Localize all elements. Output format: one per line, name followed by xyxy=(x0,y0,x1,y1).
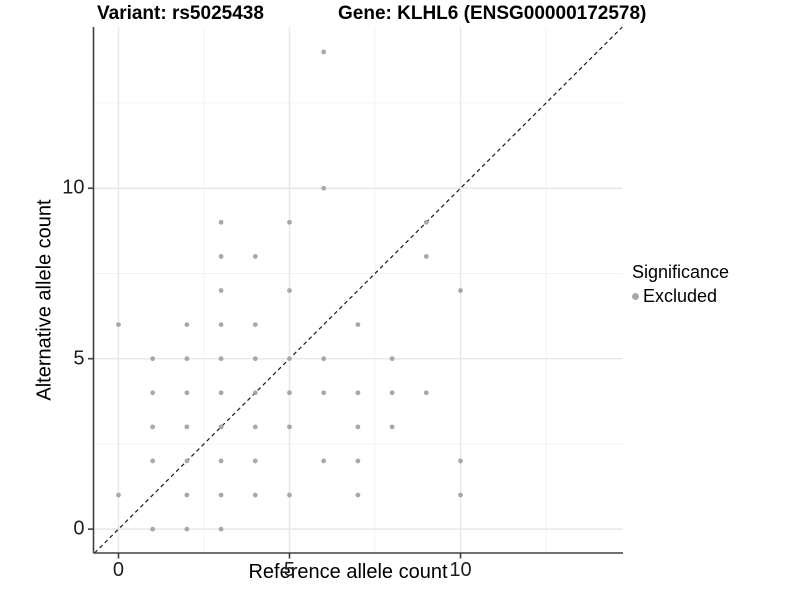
data-point xyxy=(150,526,156,532)
data-point xyxy=(150,424,156,430)
identity-dashed-line xyxy=(94,26,623,554)
data-point xyxy=(184,390,190,396)
data-point xyxy=(389,424,395,430)
data-point xyxy=(423,254,429,259)
data-point xyxy=(218,390,224,396)
data-point xyxy=(150,356,156,362)
data-point xyxy=(389,356,395,362)
data-point xyxy=(218,492,224,498)
data-point xyxy=(355,458,361,464)
data-point xyxy=(423,219,429,225)
data-point xyxy=(321,390,327,396)
data-point xyxy=(287,288,292,293)
data-point xyxy=(184,492,190,498)
x-tick-label: 5 xyxy=(283,559,296,581)
data-point xyxy=(423,390,429,396)
data-point xyxy=(218,526,224,532)
data-point xyxy=(252,254,258,259)
data-point xyxy=(184,526,190,532)
data-point xyxy=(252,492,258,498)
data-point xyxy=(287,390,292,396)
data-point xyxy=(252,322,258,328)
data-point xyxy=(184,322,190,328)
data-point xyxy=(252,390,258,396)
data-point xyxy=(458,288,463,293)
data-point xyxy=(218,219,224,225)
data-point xyxy=(252,356,258,362)
data-point xyxy=(355,390,361,396)
x-tick-label: 0 xyxy=(112,559,125,581)
y-tick-label: 0 xyxy=(73,517,85,540)
plot-title-gene: Gene: KLHL6 (ENSG00000172578) xyxy=(338,3,647,24)
y-tick-label: 10 xyxy=(62,176,85,199)
data-point xyxy=(252,424,258,430)
x-tick-label: 10 xyxy=(449,559,472,581)
data-point xyxy=(218,322,224,328)
data-point xyxy=(184,458,190,464)
data-point xyxy=(218,458,224,464)
data-point xyxy=(116,492,121,498)
data-point xyxy=(458,492,463,498)
data-point xyxy=(355,322,361,328)
data-point xyxy=(321,49,327,55)
legend-item-excluded: Excluded xyxy=(632,286,729,307)
data-point xyxy=(218,356,224,362)
x-axis-title: Reference allele count xyxy=(248,561,448,583)
data-point xyxy=(218,424,224,430)
data-point xyxy=(184,424,190,430)
plot-title-variant: Variant: rs5025438 xyxy=(97,3,264,24)
data-point xyxy=(287,219,292,225)
data-point xyxy=(321,356,327,362)
data-point xyxy=(287,356,292,362)
data-point xyxy=(150,390,156,396)
data-point xyxy=(218,254,224,259)
legend: Significance Excluded xyxy=(632,262,729,307)
data-point xyxy=(287,424,292,430)
legend-title: Significance xyxy=(632,262,730,282)
data-point xyxy=(321,185,327,191)
legend-item-label: Excluded xyxy=(643,286,718,306)
data-point xyxy=(116,322,121,328)
data-point xyxy=(389,390,395,396)
data-point xyxy=(321,458,327,464)
data-point xyxy=(355,424,361,430)
data-point xyxy=(287,492,292,498)
data-point xyxy=(252,458,258,464)
data-point xyxy=(458,458,463,464)
data-point xyxy=(218,288,224,293)
data-point xyxy=(355,492,361,498)
data-point xyxy=(184,356,190,362)
data-point xyxy=(150,458,156,464)
legend-point-icon xyxy=(632,293,639,300)
y-tick-label: 5 xyxy=(73,347,85,370)
